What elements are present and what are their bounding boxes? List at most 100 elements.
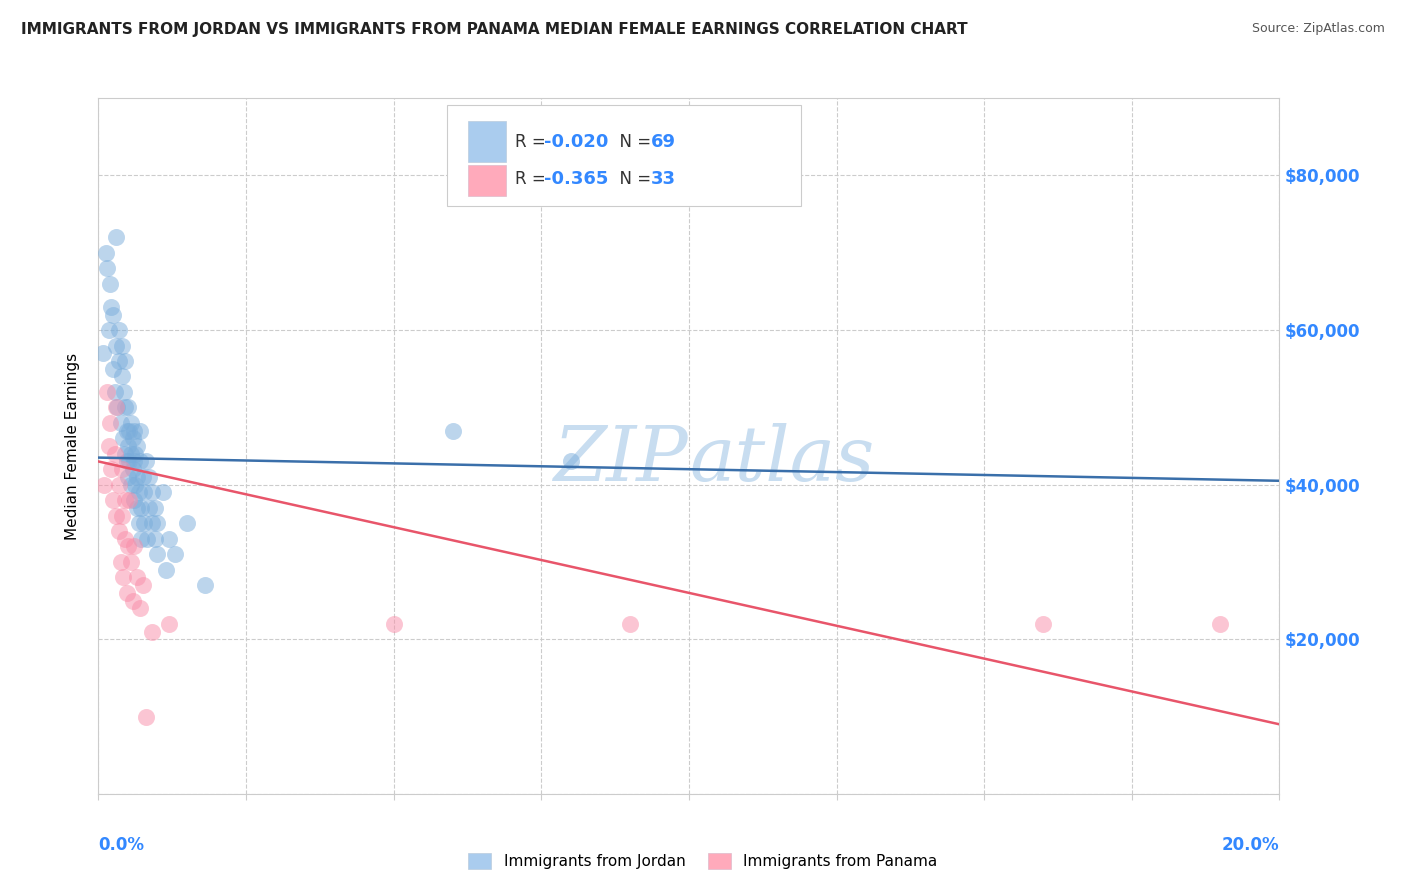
Point xyxy=(1209,616,1232,631)
Point xyxy=(105,401,128,415)
Point xyxy=(176,516,198,531)
Point xyxy=(194,578,217,592)
Point xyxy=(112,431,135,445)
Text: IMMIGRANTS FROM JORDAN VS IMMIGRANTS FROM PANAMA MEDIAN FEMALE EARNINGS CORRELAT: IMMIGRANTS FROM JORDAN VS IMMIGRANTS FRO… xyxy=(21,22,967,37)
FancyBboxPatch shape xyxy=(447,105,801,206)
Point xyxy=(108,354,131,368)
Point xyxy=(108,477,131,491)
Point xyxy=(141,624,163,639)
Point xyxy=(134,485,156,500)
Point xyxy=(141,485,163,500)
Point xyxy=(108,524,131,538)
Point xyxy=(122,424,145,438)
Point xyxy=(155,563,177,577)
Point xyxy=(103,493,125,508)
Point xyxy=(143,532,166,546)
Point xyxy=(114,447,136,461)
FancyBboxPatch shape xyxy=(468,121,506,162)
Point xyxy=(115,454,138,468)
Point xyxy=(98,323,121,337)
Point xyxy=(112,570,135,584)
Point xyxy=(105,230,128,244)
Point xyxy=(100,462,122,476)
Point xyxy=(143,500,166,515)
Y-axis label: Median Female Earnings: Median Female Earnings xyxy=(65,352,80,540)
Point xyxy=(135,532,157,546)
Point xyxy=(122,454,145,468)
Point xyxy=(112,384,135,399)
Point xyxy=(152,485,174,500)
Point xyxy=(165,547,187,561)
Point xyxy=(100,300,122,314)
Point xyxy=(146,516,169,531)
Point xyxy=(441,424,464,438)
Text: 33: 33 xyxy=(651,169,676,188)
Point xyxy=(110,555,132,569)
Point xyxy=(125,439,148,453)
Text: 0.0%: 0.0% xyxy=(98,836,145,854)
Point xyxy=(128,454,150,468)
Point xyxy=(619,616,641,631)
Point xyxy=(103,361,125,376)
Text: R =: R = xyxy=(516,169,551,188)
Point xyxy=(138,500,160,515)
Point xyxy=(105,338,128,352)
Point xyxy=(103,308,125,322)
Point xyxy=(138,470,160,484)
Point xyxy=(132,578,155,592)
Point xyxy=(111,508,134,523)
Point xyxy=(114,493,136,508)
Point xyxy=(120,416,142,430)
Point xyxy=(134,516,156,531)
Point xyxy=(129,500,152,515)
Point xyxy=(121,431,143,445)
Point xyxy=(117,439,139,453)
Point xyxy=(108,323,131,337)
Point xyxy=(121,462,143,476)
Point xyxy=(105,401,128,415)
Point xyxy=(104,447,127,461)
Point xyxy=(128,424,150,438)
Point xyxy=(125,470,148,484)
Text: -0.020: -0.020 xyxy=(544,133,607,151)
Point xyxy=(104,384,127,399)
Point xyxy=(115,424,138,438)
Point xyxy=(124,477,146,491)
Point xyxy=(382,616,405,631)
Point xyxy=(128,485,150,500)
Point xyxy=(118,424,141,438)
Point xyxy=(122,493,145,508)
Point xyxy=(135,454,157,468)
Point xyxy=(120,447,142,461)
Text: ZIP: ZIP xyxy=(554,423,689,497)
Point xyxy=(98,416,121,430)
Point xyxy=(120,477,142,491)
Point xyxy=(117,401,139,415)
Point xyxy=(125,500,148,515)
Legend: Immigrants from Jordan, Immigrants from Panama: Immigrants from Jordan, Immigrants from … xyxy=(463,847,943,875)
Point xyxy=(96,384,118,399)
Point xyxy=(91,346,114,360)
Point xyxy=(1032,616,1054,631)
Point xyxy=(128,516,150,531)
Text: 69: 69 xyxy=(651,133,676,151)
Point xyxy=(157,532,180,546)
Point xyxy=(105,508,128,523)
Point xyxy=(98,439,121,453)
Point xyxy=(135,709,157,723)
Point xyxy=(146,547,169,561)
Point xyxy=(93,477,115,491)
Point xyxy=(132,470,155,484)
Point xyxy=(115,586,138,600)
Point xyxy=(124,447,146,461)
Text: R =: R = xyxy=(516,133,551,151)
Point xyxy=(141,516,163,531)
Text: N =: N = xyxy=(609,133,657,151)
Text: -0.365: -0.365 xyxy=(544,169,607,188)
Point xyxy=(111,462,134,476)
Point xyxy=(118,454,141,468)
Point xyxy=(121,593,143,607)
Text: N =: N = xyxy=(609,169,657,188)
Point xyxy=(157,616,180,631)
Text: 20.0%: 20.0% xyxy=(1222,836,1279,854)
